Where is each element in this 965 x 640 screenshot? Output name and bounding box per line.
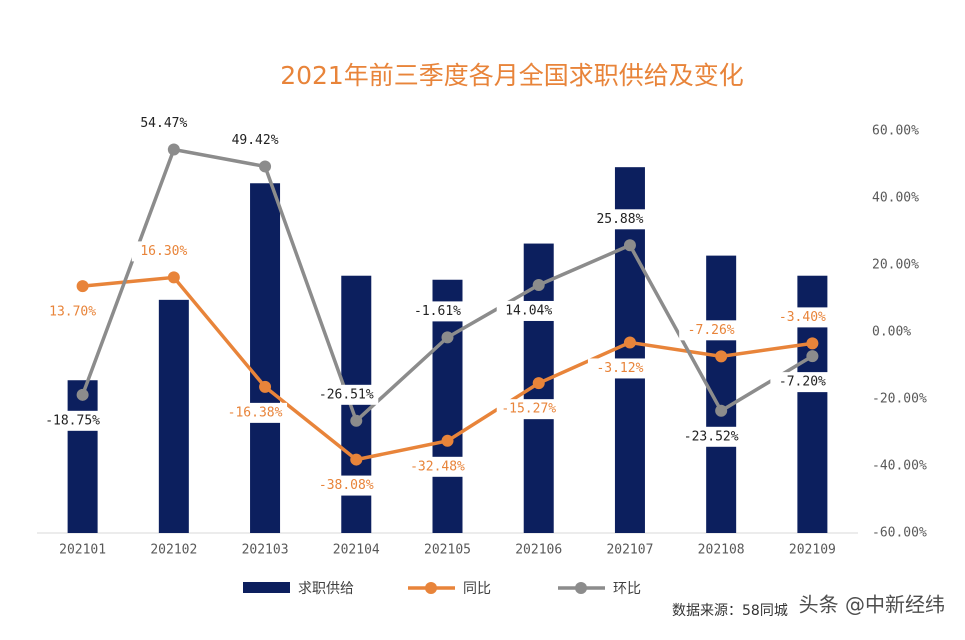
bar (67, 380, 98, 533)
data-label: 49.42% (232, 133, 279, 148)
label-bg (405, 456, 470, 477)
x-tick-label: 202106 (515, 543, 562, 558)
label-bg (40, 410, 105, 431)
data-label: -26.51% (319, 387, 374, 402)
data-label: -7.26% (688, 323, 735, 338)
bar (432, 279, 463, 533)
label-bg (587, 209, 652, 230)
data-label: -23.52% (684, 429, 739, 444)
point (350, 414, 363, 427)
point (167, 143, 180, 156)
y2-tick-label: 40.00% (872, 191, 919, 206)
legend-label: 同比 (463, 581, 491, 597)
point (259, 160, 272, 173)
point (441, 434, 454, 447)
point (76, 388, 89, 401)
point (715, 350, 728, 363)
x-tick-label: 202103 (242, 543, 289, 558)
data-label: -38.08% (319, 478, 374, 493)
label-bg (314, 475, 379, 496)
chart-title: 2021年前三季度各月全国求职供给及变化 (280, 61, 744, 90)
y2-tick-label: -20.00% (872, 392, 927, 407)
y2-tick-label: 0.00% (872, 325, 911, 340)
y2-tick-label: 60.00% (872, 124, 919, 139)
label-bg (223, 402, 288, 423)
label-bg (679, 426, 744, 447)
data-label: -3.12% (596, 361, 643, 376)
data-label: 25.88% (596, 212, 643, 227)
label-bg (496, 399, 561, 420)
bar (158, 299, 189, 533)
source: 数据来源：58同城 (672, 603, 788, 619)
data-label: -1.61% (414, 304, 461, 319)
data-label: 13.70% (49, 305, 96, 320)
y2-tick-label: -60.00% (872, 526, 927, 541)
label-bg (131, 241, 196, 262)
label-bg (314, 384, 379, 405)
label-bg (223, 130, 288, 151)
point (623, 239, 636, 252)
data-label: 14.04% (505, 303, 552, 318)
x-tick-label: 202102 (150, 543, 197, 558)
point (441, 331, 454, 344)
data-label: -32.48% (410, 459, 465, 474)
legend-swatch (425, 582, 437, 594)
label-bg (131, 113, 196, 134)
x-tick-label: 202108 (698, 543, 745, 558)
label-bg (496, 300, 561, 321)
data-label: -7.20% (779, 375, 826, 390)
point (350, 453, 363, 466)
data-label: -15.27% (501, 402, 556, 417)
x-tick-label: 202104 (333, 543, 380, 558)
x-tick-label: 202101 (59, 543, 106, 558)
watermark: 头条 @中新经纬 (799, 593, 945, 617)
legend-swatch (243, 582, 290, 593)
label-bg (770, 307, 835, 328)
point (715, 404, 728, 417)
label-bg (587, 358, 652, 379)
data-label: 16.30% (140, 244, 187, 259)
data-label: -18.75% (45, 413, 100, 428)
data-label: -16.38% (228, 405, 283, 420)
x-tick-label: 202105 (424, 543, 471, 558)
point (532, 278, 545, 291)
point (623, 336, 636, 349)
data-label: -3.40% (779, 310, 826, 325)
point (532, 377, 545, 390)
point (259, 380, 272, 393)
legend-swatch (575, 582, 587, 594)
point (806, 350, 819, 363)
point (806, 337, 819, 350)
label-bg (40, 302, 105, 323)
bar (250, 183, 281, 533)
point (167, 271, 180, 284)
data-label: 54.47% (140, 116, 187, 131)
label-bg (405, 301, 470, 322)
legend-label: 环比 (613, 581, 641, 597)
label-bg (770, 372, 835, 393)
x-tick-label: 202107 (606, 543, 653, 558)
label-bg (679, 320, 744, 341)
legend-label: 求职供给 (298, 581, 354, 597)
y2-tick-label: 20.00% (872, 258, 919, 273)
y2-tick-label: -40.00% (872, 459, 927, 474)
x-tick-label: 202109 (789, 543, 836, 558)
point (76, 280, 89, 293)
